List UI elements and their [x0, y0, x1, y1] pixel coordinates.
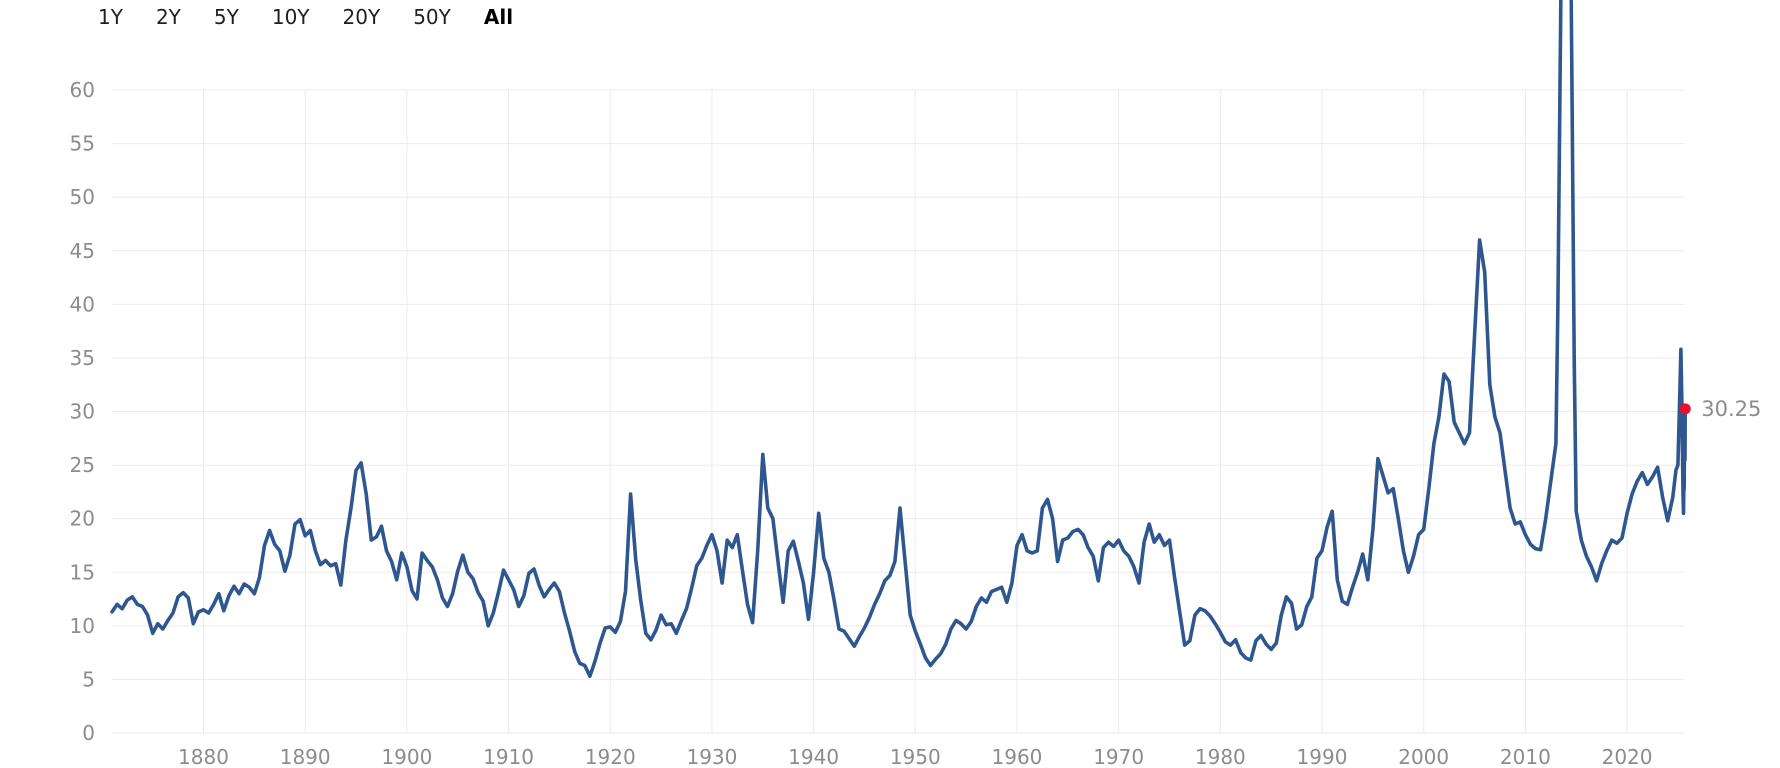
- last-value-group: 30.25: [1679, 397, 1761, 421]
- x-tick-label: 1980: [1195, 745, 1246, 768]
- series-group: [110, 0, 1687, 678]
- range-button-20y[interactable]: 20Y: [342, 5, 381, 29]
- x-tick-label: 2020: [1602, 745, 1653, 768]
- range-button-2y[interactable]: 2Y: [155, 5, 181, 29]
- x-axis-ticks: 1880 1890 1900 1910 1920 1930 1940 1950 1960 1970…: [178, 745, 1652, 768]
- y-tick-label: 35: [70, 346, 95, 370]
- y-tick-label: 45: [70, 239, 95, 263]
- x-tick-label: 1900: [381, 745, 432, 768]
- x-tick-label: 1940: [788, 745, 839, 768]
- x-tick-label: 2010: [1500, 745, 1551, 768]
- y-tick-label: 10: [70, 614, 95, 638]
- y-tick-label: 30: [70, 400, 95, 424]
- x-tick-label: 1970: [1093, 745, 1144, 768]
- series-line: [110, 0, 1687, 678]
- x-tick-label: 2000: [1398, 745, 1449, 768]
- x-tick-label: 1910: [483, 745, 534, 768]
- grid-lines: [112, 89, 1684, 734]
- last-value-label: 30.25: [1701, 397, 1761, 421]
- range-button-10y[interactable]: 10Y: [271, 5, 310, 29]
- x-tick-label: 1890: [280, 745, 331, 768]
- x-tick-label: 1880: [178, 745, 229, 768]
- y-tick-label: 40: [70, 292, 95, 316]
- range-selector: 1Y 2Y 5Y 10Y 20Y 50Y All: [98, 0, 546, 34]
- y-tick-label: 25: [70, 453, 95, 477]
- y-tick-label: 60: [70, 78, 95, 102]
- y-axis-ticks: 0 5 10 15 20 25 30 35 40 45 50 55 60: [70, 78, 95, 745]
- x-tick-label: 1960: [992, 745, 1043, 768]
- y-tick-label: 5: [82, 667, 95, 691]
- x-tick-label: 1930: [686, 745, 737, 768]
- x-tick-label: 1950: [890, 745, 941, 768]
- range-button-50y[interactable]: 50Y: [413, 5, 451, 29]
- x-tick-label: 1920: [585, 745, 636, 768]
- y-tick-label: 0: [82, 721, 95, 745]
- y-tick-label: 50: [70, 185, 95, 209]
- y-tick-label: 20: [70, 507, 95, 531]
- x-tick-label: 1990: [1297, 745, 1348, 768]
- last-value-marker: [1679, 403, 1691, 415]
- y-tick-label: 15: [70, 560, 95, 584]
- range-button-5y[interactable]: 5Y: [213, 5, 239, 29]
- range-button-all[interactable]: All: [483, 5, 514, 29]
- y-tick-label: 55: [70, 132, 95, 156]
- range-button-1y[interactable]: 1Y: [98, 5, 123, 29]
